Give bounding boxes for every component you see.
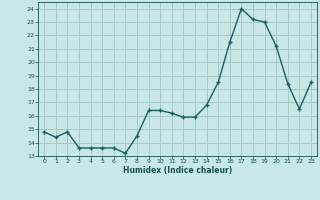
X-axis label: Humidex (Indice chaleur): Humidex (Indice chaleur) [123, 166, 232, 175]
